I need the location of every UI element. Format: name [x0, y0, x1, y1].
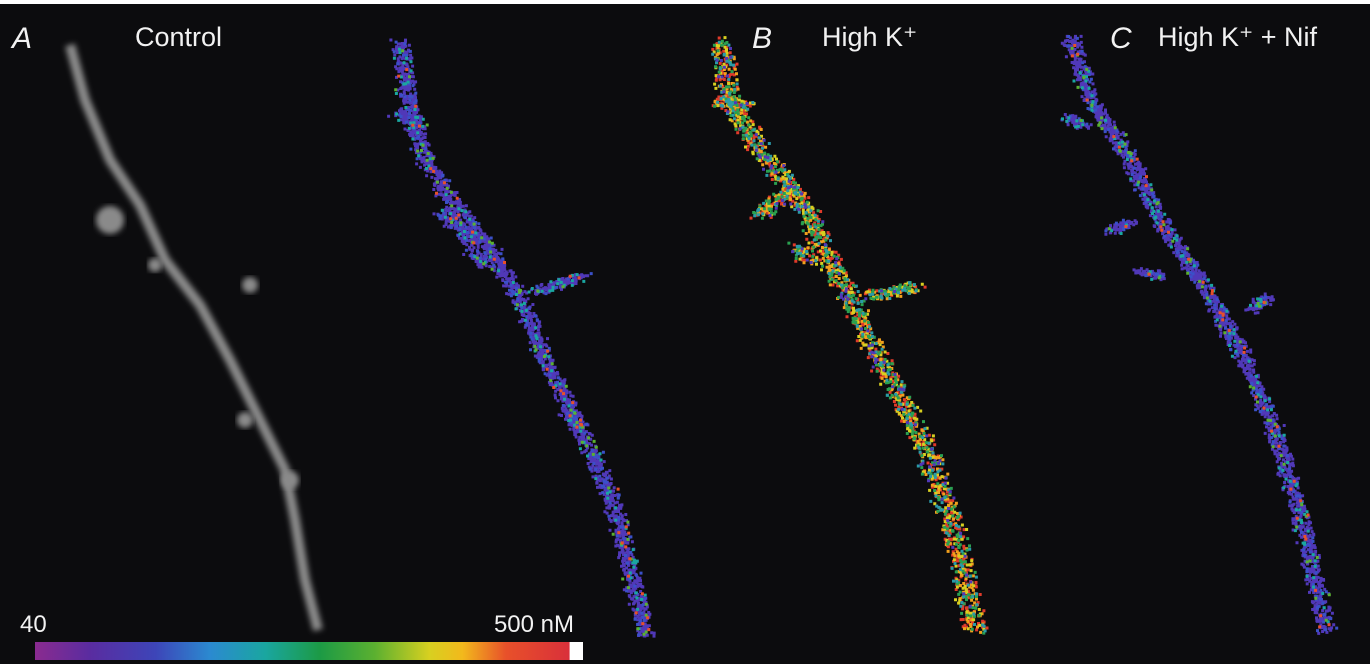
cell-speckles — [281, 471, 299, 489]
panel-letter: C — [1110, 22, 1132, 55]
scale-max-label: 500 nM — [494, 611, 574, 638]
panel-label: High K⁺ + Nif — [1158, 22, 1318, 52]
image-background — [0, 4, 1370, 664]
cell-speckles — [242, 277, 258, 293]
cell-speckles — [148, 258, 162, 272]
figure: A Control B High K⁺ C High K⁺ + Nif 40 5… — [0, 0, 1370, 664]
cell-speckles — [96, 206, 124, 234]
cell-speckles — [237, 412, 253, 428]
panel-label: High K⁺ — [822, 22, 917, 52]
scale-min-label: 40 — [20, 611, 47, 638]
panel-letter: A — [10, 22, 32, 55]
panel-letter: B — [752, 22, 772, 55]
color-scale-bar — [35, 642, 583, 660]
panel-label: Control — [135, 22, 222, 52]
